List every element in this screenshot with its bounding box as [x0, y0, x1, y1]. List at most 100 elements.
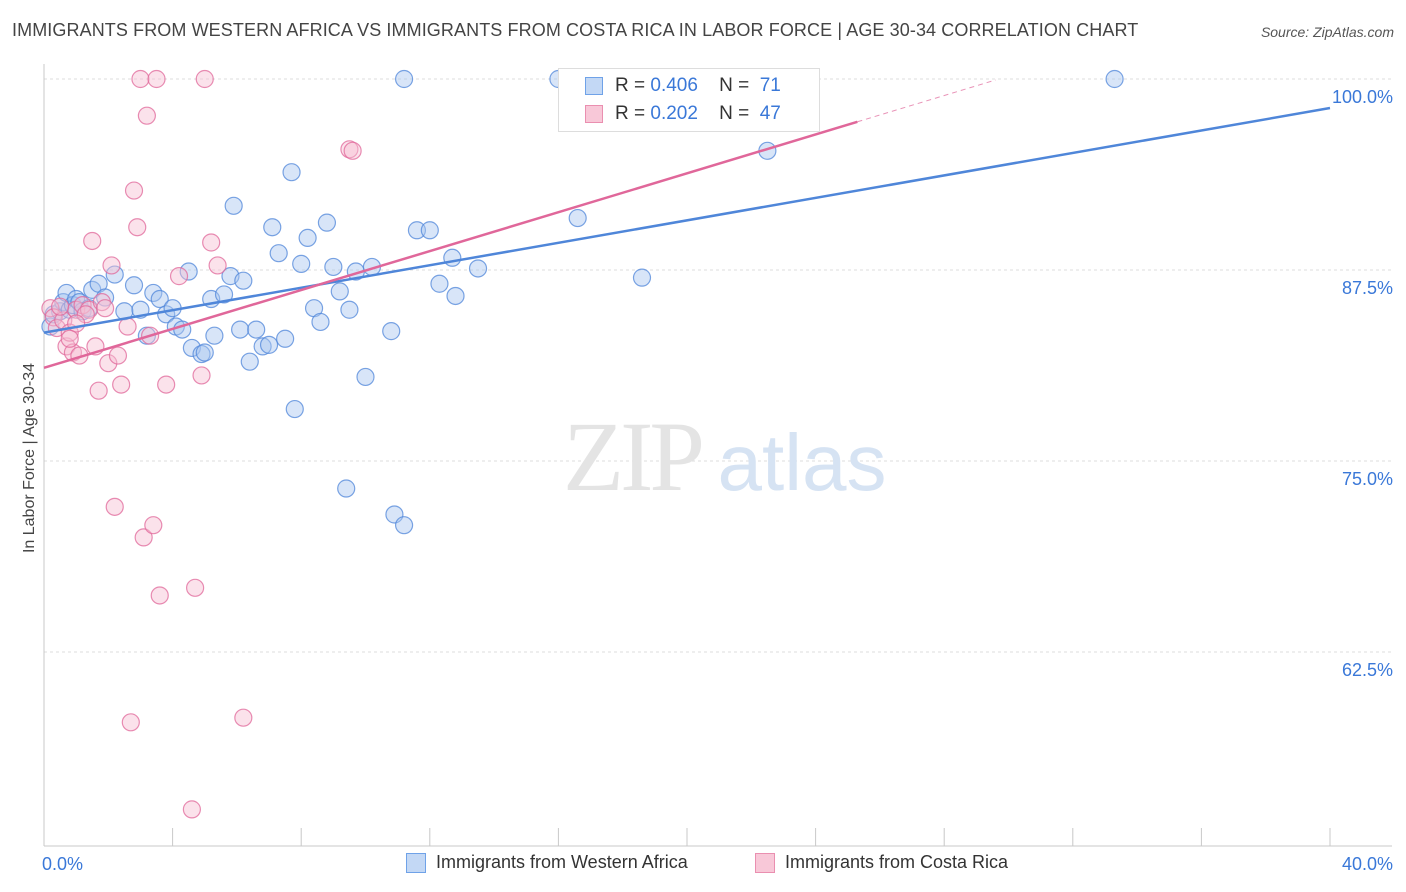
trend-lines [43, 79, 1331, 369]
data-point-western-africa [407, 221, 427, 240]
data-point-western-africa [214, 285, 234, 304]
data-point-costa-rica [121, 713, 140, 732]
x-tick-label: 40.0% [1342, 854, 1393, 874]
data-point-western-africa [179, 262, 198, 281]
data-point-costa-rica [234, 708, 253, 727]
data-point-western-africa [468, 259, 488, 278]
data-point-western-africa [311, 312, 330, 332]
data-point-costa-rica [169, 267, 189, 286]
tick-labels: 100.0% 87.5% 75.0% 62.5% 0.0% 40.0% [42, 87, 1393, 874]
data-point-western-africa [446, 286, 465, 306]
series-costa-rica [41, 69, 362, 819]
data-point-costa-rica [108, 346, 128, 365]
data-point-western-africa [443, 248, 462, 267]
data-point-western-africa [247, 320, 266, 339]
legend-swatch-blue [585, 77, 603, 95]
data-point-western-africa [263, 218, 282, 237]
data-point-western-africa [150, 289, 169, 309]
data-point-western-africa [224, 196, 243, 215]
watermark-zip: ZIP [563, 401, 701, 512]
data-point-western-africa [285, 399, 304, 419]
data-point-western-africa [632, 268, 652, 287]
bottom-legend-swatch-pink [755, 852, 775, 873]
data-point-western-africa [394, 516, 414, 535]
data-point-western-africa [259, 335, 279, 354]
data-point-western-africa [269, 244, 288, 263]
data-point-costa-rica [208, 256, 227, 275]
data-point-western-africa [356, 367, 375, 387]
legend-n-label: N = [719, 75, 750, 96]
data-point-western-africa [292, 254, 311, 273]
data-point-western-africa [205, 326, 224, 345]
data-point-western-africa [340, 300, 359, 319]
y-tick-label: 100.0% [1332, 87, 1393, 107]
legend-r-value: 0.406 [650, 75, 698, 96]
source-credit: Source: ZipAtlas.com [1260, 24, 1394, 40]
data-point-costa-rica [99, 354, 118, 373]
trend-line-western-africa [43, 106, 1331, 334]
y-tick-label: 75.0% [1342, 469, 1393, 489]
data-point-costa-rica [50, 297, 70, 316]
data-point-costa-rica [76, 305, 95, 324]
data-point-western-africa [568, 208, 587, 228]
data-point-costa-rica [60, 329, 79, 348]
data-point-costa-rica [144, 516, 163, 535]
y-axis-label: In Labor Force | Age 30-34 [21, 362, 38, 554]
data-point-western-africa [420, 221, 439, 240]
data-point-western-africa [298, 228, 317, 248]
data-point-costa-rica [105, 497, 124, 516]
data-point-western-africa [1105, 69, 1124, 89]
correlation-legend: R = 0.406 N = 71 R = 0.202 N = 47 [558, 68, 820, 132]
y-tick-label: 62.5% [1342, 660, 1393, 680]
data-point-western-africa [317, 213, 337, 232]
data-point-western-africa [337, 479, 356, 498]
data-point-western-africa [382, 322, 401, 341]
data-point-costa-rica [137, 106, 156, 125]
data-point-costa-rica [102, 256, 121, 275]
bottom-legend-western-africa: Immigrants from Western Africa [406, 852, 688, 873]
data-point-costa-rica [147, 69, 166, 89]
y-tick-label: 87.5% [1342, 278, 1393, 298]
legend-n-label: N = [719, 103, 750, 124]
bottom-legend-label: Immigrants from Western Africa [436, 852, 688, 872]
data-point-western-africa [253, 337, 272, 356]
legend-row-western-africa: R = 0.406 N = 71 [585, 75, 781, 97]
data-point-western-africa [240, 352, 259, 371]
data-point-western-africa [430, 274, 449, 293]
data-point-costa-rica [150, 586, 169, 605]
data-point-costa-rica [112, 375, 131, 394]
data-point-costa-rica [195, 69, 214, 89]
data-point-costa-rica [134, 528, 153, 547]
legend-r-value: 0.202 [650, 103, 698, 124]
legend-swatch-pink [585, 105, 603, 123]
axes [43, 64, 1392, 847]
watermark: ZIP atlas [563, 401, 886, 512]
data-point-western-africa [276, 329, 295, 348]
data-point-western-africa [330, 282, 349, 301]
data-point-costa-rica [157, 375, 176, 394]
data-point-western-africa [324, 257, 343, 277]
trend-line-extension-costa-rica [857, 79, 996, 123]
legend-r-label: R = [615, 75, 646, 96]
data-point-costa-rica [343, 141, 362, 160]
chart-title: IMMIGRANTS FROM WESTERN AFRICA VS IMMIGR… [12, 20, 1139, 40]
data-point-costa-rica [202, 233, 221, 252]
data-point-costa-rica [118, 317, 137, 336]
legend-row-costa-rica: R = 0.202 N = 47 [585, 103, 781, 125]
data-point-costa-rica [89, 381, 108, 400]
data-point-costa-rica [124, 181, 144, 200]
trend-line-costa-rica [43, 120, 858, 369]
x-tick-label: 0.0% [42, 854, 83, 874]
data-point-costa-rica [182, 800, 201, 819]
data-point-western-africa [231, 320, 250, 339]
bottom-legend-costa-rica: Immigrants from Costa Rica [755, 852, 1008, 873]
bottom-legend-swatch-blue [406, 852, 426, 873]
data-point-costa-rica [83, 231, 102, 251]
watermark-atlas: atlas [718, 418, 887, 507]
data-point-western-africa [195, 343, 214, 362]
data-point-costa-rica [128, 218, 147, 237]
bottom-legend-label: Immigrants from Costa Rica [785, 852, 1009, 872]
data-point-costa-rica [192, 366, 211, 385]
data-point-western-africa [124, 276, 144, 295]
